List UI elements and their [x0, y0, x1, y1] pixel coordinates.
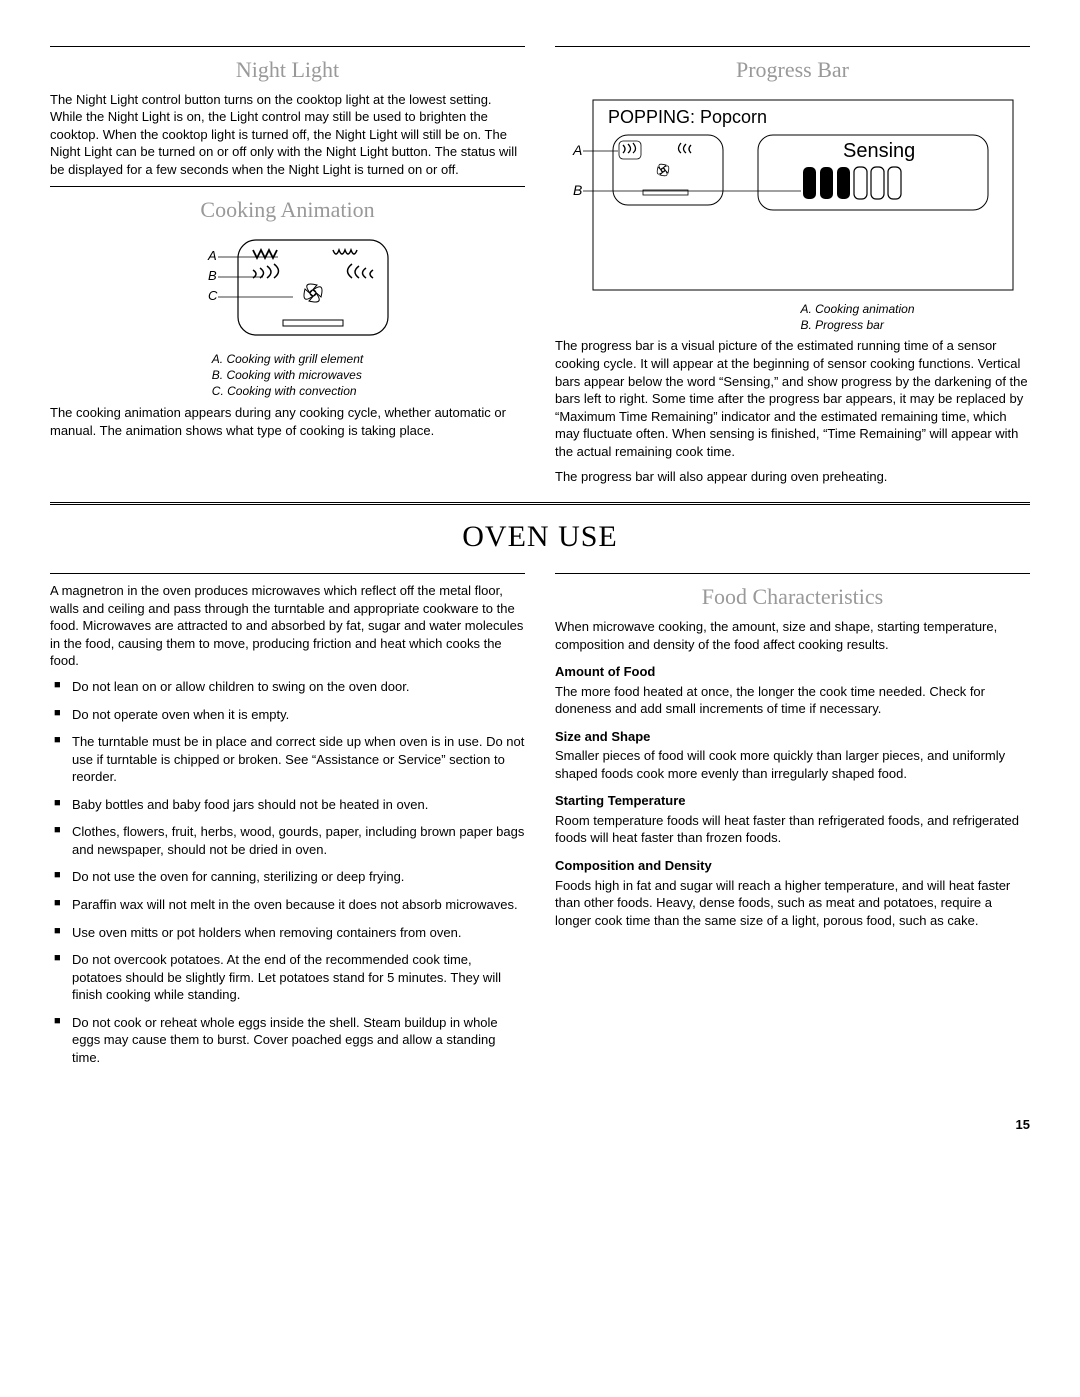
cooking-animation-svg: A B C	[178, 235, 398, 345]
oven-bullet-item: Use oven mitts or pot holders when remov…	[50, 924, 525, 942]
progress-bar-caption: A. Cooking animation B. Progress bar	[800, 301, 914, 333]
oven-bullet-item: Do not overcook potatoes. At the end of …	[50, 951, 525, 1004]
oven-bullet-item: Do not cook or reheat whole eggs inside …	[50, 1014, 525, 1067]
oven-right-column: Food Characteristics When microwave cook…	[555, 567, 1030, 1076]
svg-text:B: B	[208, 268, 217, 283]
right-column: Progress Bar POPPING: Popcorn	[555, 40, 1030, 494]
comp-body: Foods high in fat and sugar will reach a…	[555, 877, 1030, 930]
oven-use-section: A magnetron in the oven produces microwa…	[50, 567, 1030, 1076]
caption-a: A. Cooking animation	[800, 301, 914, 317]
oven-bullet-item: Paraffin wax will not melt in the oven b…	[50, 896, 525, 914]
oven-bullet-item: Do not lean on or allow children to swin…	[50, 678, 525, 696]
amount-body: The more food heated at once, the longer…	[555, 683, 1030, 718]
oven-left-column: A magnetron in the oven produces microwa…	[50, 567, 525, 1076]
cooking-animation-caption: A. Cooking with grill element B. Cooking…	[212, 351, 363, 400]
size-title: Size and Shape	[555, 728, 1030, 746]
oven-bullet-item: Baby bottles and baby food jars should n…	[50, 796, 525, 814]
left-column: Night Light The Night Light control butt…	[50, 40, 525, 494]
night-light-body: The Night Light control button turns on …	[50, 91, 525, 179]
top-section: Night Light The Night Light control butt…	[50, 40, 1030, 494]
popping-label: POPPING: Popcorn	[608, 107, 767, 127]
rule	[555, 46, 1030, 47]
progress-bar-heading: Progress Bar	[555, 55, 1030, 85]
rule	[50, 46, 525, 47]
progress-bar-body1: The progress bar is a visual picture of …	[555, 337, 1030, 460]
caption-c: C. Cooking with convection	[212, 383, 363, 399]
food-characteristics-heading: Food Characteristics	[555, 582, 1030, 612]
size-body: Smaller pieces of food will cook more qu…	[555, 747, 1030, 782]
progress-bar-body2: The progress bar will also appear during…	[555, 468, 1030, 486]
svg-text:A: A	[572, 142, 582, 158]
cooking-animation-diagram: A B C	[50, 235, 525, 400]
oven-bullet-item: The turntable must be in place and corre…	[50, 733, 525, 786]
cooking-animation-body: The cooking animation appears during any…	[50, 404, 525, 439]
caption-a: A. Cooking with grill element	[212, 351, 363, 367]
oven-bullet-item: Clothes, flowers, fruit, herbs, wood, go…	[50, 823, 525, 858]
oven-intro: A magnetron in the oven produces microwa…	[50, 582, 525, 670]
rule	[50, 186, 525, 187]
caption-b: B. Cooking with microwaves	[212, 367, 363, 383]
cooking-animation-heading: Cooking Animation	[50, 195, 525, 225]
progress-bar-diagram: POPPING: Popcorn Sen	[555, 95, 1030, 334]
night-light-heading: Night Light	[50, 55, 525, 85]
svg-text:B: B	[573, 182, 582, 198]
oven-bullet-list: Do not lean on or allow children to swin…	[50, 678, 525, 1066]
svg-text:C: C	[208, 288, 218, 303]
rule	[555, 573, 1030, 574]
temp-body: Room temperature foods will heat faster …	[555, 812, 1030, 847]
oven-bullet-item: Do not operate oven when it is empty.	[50, 706, 525, 724]
rule	[50, 573, 525, 574]
oven-bullet-item: Do not use the oven for canning, sterili…	[50, 868, 525, 886]
food-char-intro: When microwave cooking, the amount, size…	[555, 618, 1030, 653]
comp-title: Composition and Density	[555, 857, 1030, 875]
page-number: 15	[50, 1116, 1030, 1134]
double-rule	[50, 502, 1030, 505]
amount-title: Amount of Food	[555, 663, 1030, 681]
svg-text:A: A	[207, 248, 217, 263]
caption-b: B. Progress bar	[800, 317, 914, 333]
oven-use-heading: OVEN USE	[50, 517, 1030, 558]
temp-title: Starting Temperature	[555, 792, 1030, 810]
progress-bar-svg: POPPING: Popcorn Sen	[563, 95, 1023, 295]
sensing-label: Sensing	[843, 140, 915, 162]
